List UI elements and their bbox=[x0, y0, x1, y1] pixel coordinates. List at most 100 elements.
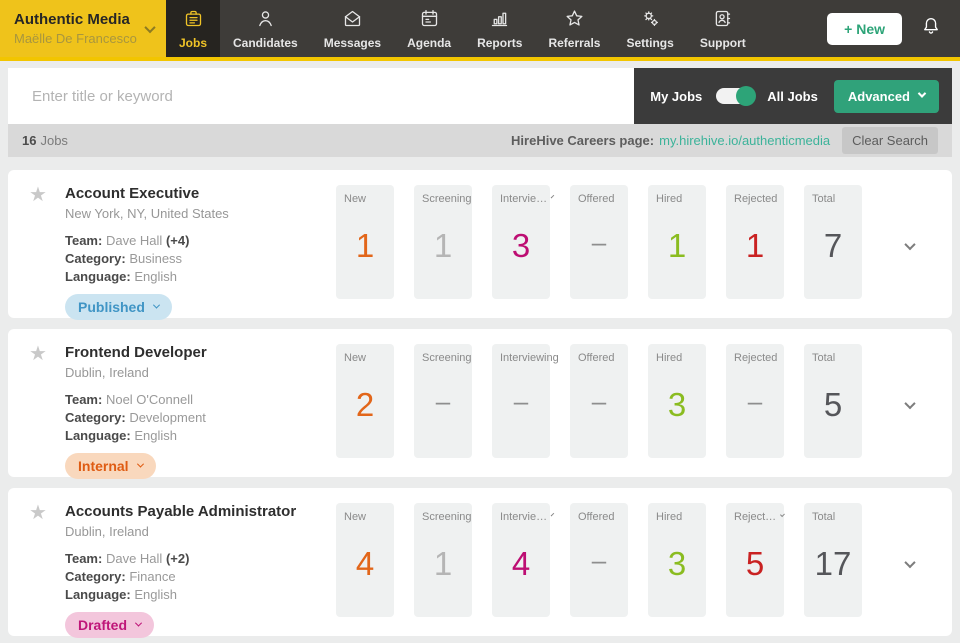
status-badge[interactable]: Published bbox=[65, 294, 172, 320]
star-icon[interactable]: ★ bbox=[29, 502, 47, 524]
stage-rejected[interactable]: Rejected – bbox=[726, 344, 784, 458]
stage-rejected[interactable]: Rejected 1 bbox=[726, 185, 784, 299]
stage-count: 5 bbox=[823, 386, 843, 423]
stage-new[interactable]: New 2 bbox=[336, 344, 394, 458]
stage-new[interactable]: New 4 bbox=[336, 503, 394, 617]
job-info: Frontend Developer Dublin, Ireland Team:… bbox=[65, 344, 207, 479]
nav-item-messages[interactable]: Messages bbox=[311, 0, 394, 57]
stage-screening[interactable]: Screening 1 bbox=[414, 503, 472, 617]
nav-label: Reports bbox=[477, 35, 523, 50]
pipeline: New 1 Screening 1 Intervie… 3 Offered – … bbox=[336, 185, 862, 299]
stage-count: 2 bbox=[355, 386, 375, 423]
my-jobs-label[interactable]: My Jobs bbox=[650, 88, 703, 104]
stage-rejected[interactable]: Reject… 5 bbox=[726, 503, 786, 617]
nav-item-agenda[interactable]: Agenda bbox=[394, 0, 464, 57]
job-meta: Team: Noel O'Connell Category: Developme… bbox=[65, 391, 207, 445]
language-label: Language: bbox=[65, 587, 131, 602]
stage-label: New bbox=[344, 193, 367, 205]
nav-item-settings[interactable]: Settings bbox=[613, 0, 686, 57]
careers-page-label: HireHive Careers page: bbox=[511, 133, 655, 148]
job-title[interactable]: Account Executive bbox=[65, 185, 200, 202]
expand-card-chevron-icon[interactable] bbox=[904, 555, 916, 573]
stage-total[interactable]: Total 7 bbox=[804, 185, 862, 299]
language-value: English bbox=[134, 428, 177, 443]
job-title[interactable]: Frontend Developer bbox=[65, 344, 207, 361]
bell-icon[interactable] bbox=[920, 15, 942, 42]
stage-label: Rejected bbox=[734, 352, 778, 364]
stage-new[interactable]: New 1 bbox=[336, 185, 394, 299]
category-value: Finance bbox=[129, 569, 176, 584]
job-meta: Team: Dave Hall (+4) Category: Business … bbox=[65, 232, 229, 286]
chevron-down-icon[interactable] bbox=[780, 512, 786, 517]
nav-item-candidates[interactable]: Candidates bbox=[220, 0, 311, 57]
stage-interviewing[interactable]: Intervie… 3 bbox=[492, 185, 555, 299]
stage-label: Interviewing bbox=[500, 352, 559, 364]
status-badge[interactable]: Drafted bbox=[65, 612, 155, 638]
pipeline: New 4 Screening 1 Intervie… 4 Offered – … bbox=[336, 503, 862, 617]
chevron-down-icon[interactable] bbox=[550, 194, 555, 199]
nav-label: Messages bbox=[323, 35, 382, 50]
nav-item-reports[interactable]: Reports bbox=[464, 0, 535, 57]
team-value: Dave Hall bbox=[105, 233, 163, 248]
nav-item-referrals[interactable]: Referrals bbox=[535, 0, 613, 57]
expand-card-chevron-icon[interactable] bbox=[904, 237, 916, 255]
stage-count: – bbox=[435, 386, 451, 416]
account-switcher[interactable]: Authentic Media Maëlle De Francesco bbox=[0, 0, 166, 57]
jobs-scope-toggle[interactable] bbox=[716, 86, 757, 106]
all-jobs-label[interactable]: All Jobs bbox=[767, 88, 818, 104]
stage-offered[interactable]: Offered – bbox=[570, 503, 628, 617]
candidates-icon bbox=[255, 8, 276, 32]
job-card: ★ Frontend Developer Dublin, Ireland Tea… bbox=[8, 329, 952, 479]
header-actions: + New bbox=[827, 0, 960, 57]
stage-hired[interactable]: Hired 3 bbox=[648, 344, 706, 458]
stage-count: 3 bbox=[511, 227, 531, 264]
stage-interviewing[interactable]: Interviewing – bbox=[492, 344, 559, 458]
stage-count: – bbox=[591, 227, 607, 257]
status-badge[interactable]: Internal bbox=[65, 453, 156, 479]
star-icon[interactable]: ★ bbox=[29, 184, 47, 206]
team-extra: (+4) bbox=[165, 233, 190, 248]
nav-label: Candidates bbox=[233, 35, 298, 50]
stage-total[interactable]: Total 5 bbox=[804, 344, 862, 458]
brand-block: Authentic Media Maëlle De Francesco bbox=[14, 11, 137, 46]
stage-screening[interactable]: Screening 1 bbox=[414, 185, 472, 299]
nav-item-support[interactable]: Support bbox=[687, 0, 759, 57]
team-value: Noel O'Connell bbox=[105, 392, 193, 407]
stage-total[interactable]: Total 17 bbox=[804, 503, 862, 617]
stage-label: Hired bbox=[656, 352, 683, 364]
stage-count: – bbox=[591, 386, 607, 416]
status-label: Internal bbox=[78, 458, 129, 474]
stage-hired[interactable]: Hired 1 bbox=[648, 185, 706, 299]
clear-search-button[interactable]: Clear Search bbox=[842, 127, 938, 154]
careers-page-link[interactable]: my.hirehive.io/authenticmedia bbox=[659, 133, 831, 148]
new-button[interactable]: + New bbox=[827, 12, 902, 45]
stage-offered[interactable]: Offered – bbox=[570, 344, 628, 458]
job-title[interactable]: Accounts Payable Administrator bbox=[65, 503, 297, 520]
chevron-down-icon[interactable] bbox=[550, 512, 555, 517]
advanced-search-button[interactable]: Advanced bbox=[833, 79, 939, 113]
stage-hired[interactable]: Hired 3 bbox=[648, 503, 706, 617]
jobs-icon bbox=[183, 8, 204, 32]
stage-label: New bbox=[344, 352, 367, 364]
stage-offered[interactable]: Offered – bbox=[570, 185, 628, 299]
expand-card-chevron-icon[interactable] bbox=[904, 396, 916, 414]
star-icon[interactable]: ★ bbox=[29, 343, 47, 365]
agenda-icon bbox=[419, 8, 440, 32]
job-location: New York, NY, United States bbox=[65, 206, 229, 221]
chevron-down-icon bbox=[152, 301, 160, 309]
advanced-label: Advanced bbox=[847, 88, 910, 104]
stage-label: Screening bbox=[422, 352, 472, 364]
team-extra: (+2) bbox=[165, 551, 190, 566]
stage-label: Screening bbox=[422, 511, 472, 523]
nav-item-jobs[interactable]: Jobs bbox=[166, 0, 221, 57]
stage-interviewing[interactable]: Intervie… 4 bbox=[492, 503, 555, 617]
stage-count: 1 bbox=[433, 227, 453, 264]
stage-count: 1 bbox=[745, 227, 765, 264]
stage-screening[interactable]: Screening – bbox=[414, 344, 472, 458]
stage-count: – bbox=[747, 386, 763, 416]
stage-count: 4 bbox=[511, 545, 531, 582]
job-card: ★ Accounts Payable Administrator Dublin,… bbox=[8, 488, 952, 638]
category-label: Category: bbox=[65, 410, 126, 425]
stage-label: Hired bbox=[656, 511, 683, 523]
stage-count: 1 bbox=[667, 227, 687, 264]
